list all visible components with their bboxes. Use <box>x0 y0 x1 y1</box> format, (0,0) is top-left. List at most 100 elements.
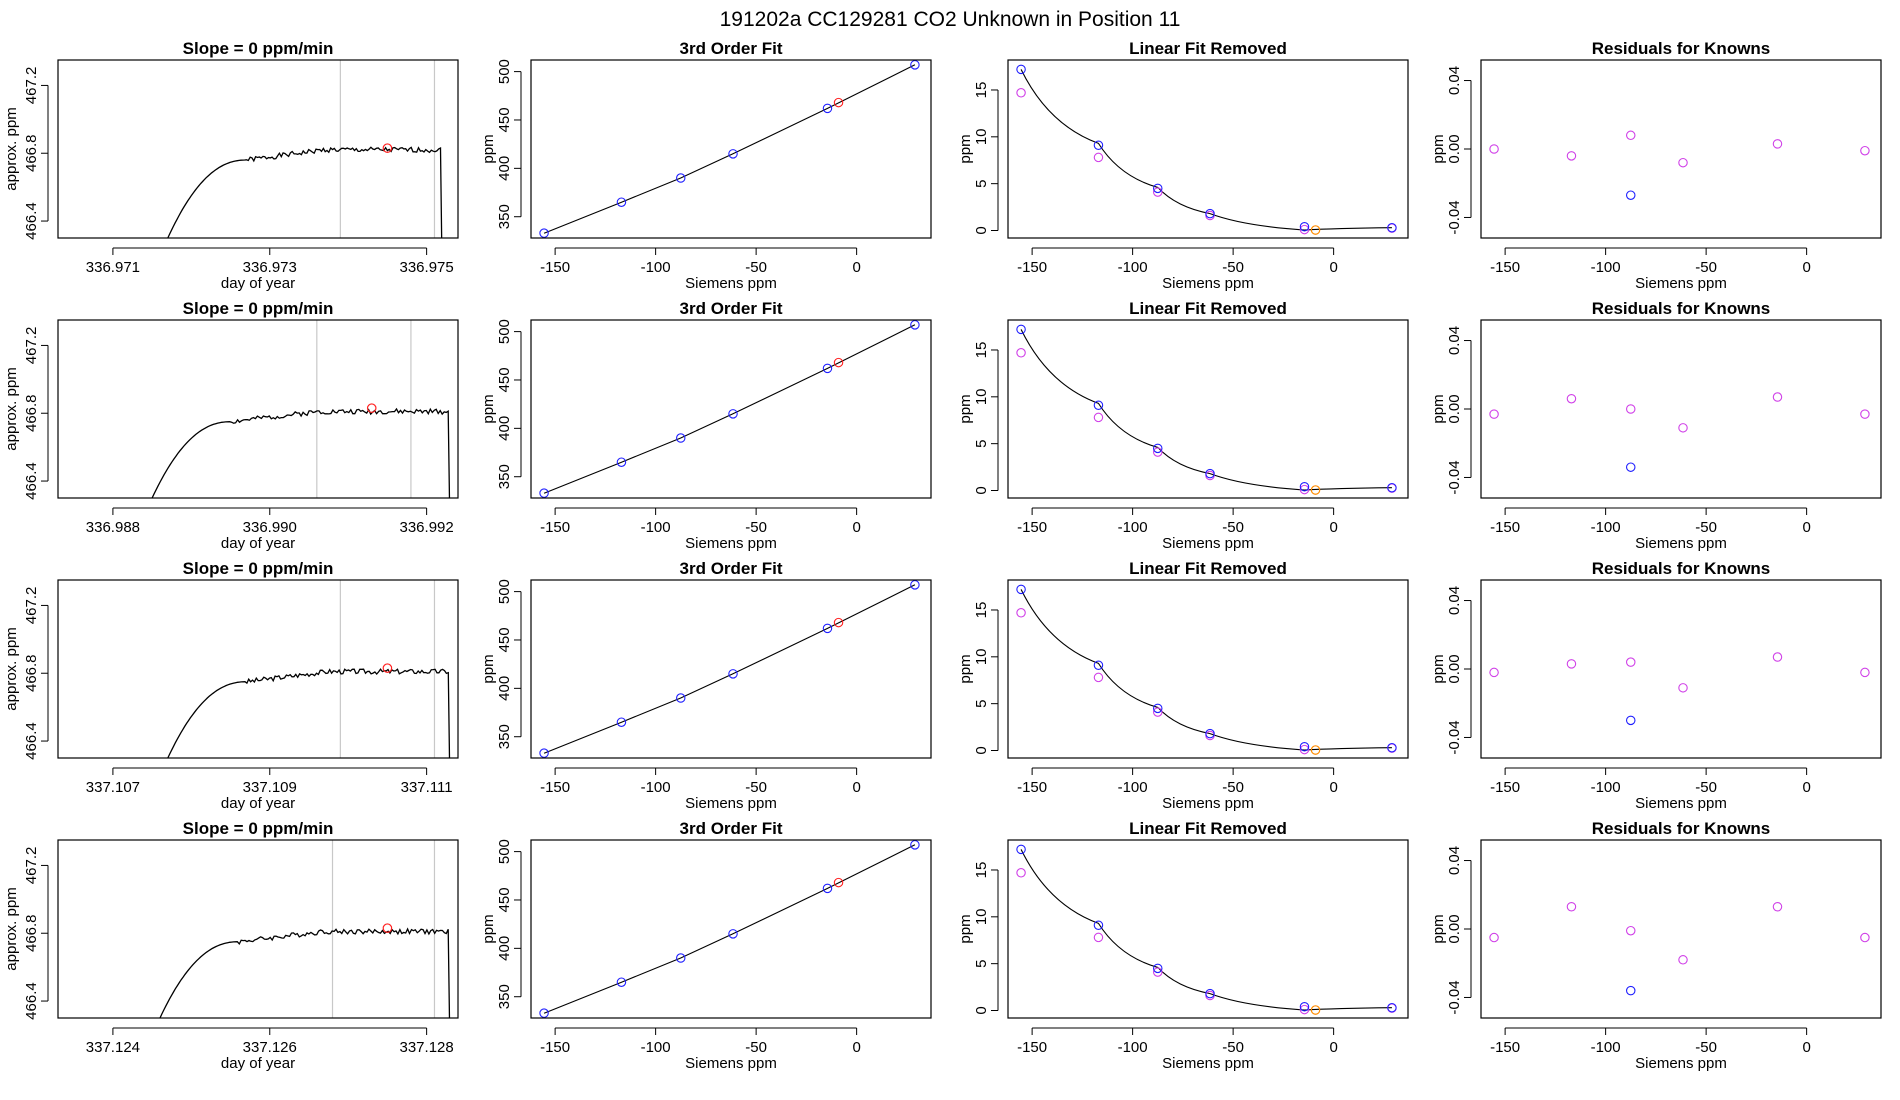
known-point <box>539 1008 549 1018</box>
x-axis-label: day of year <box>221 795 295 812</box>
y-tick-label: 15 <box>973 342 990 359</box>
known-point <box>1152 963 1163 974</box>
unknown-point <box>833 617 844 628</box>
known-point <box>1205 208 1215 219</box>
x-tick-label: 0 <box>1329 1039 1337 1056</box>
x-tick-label: -100 <box>641 259 671 276</box>
x-tick-label: -50 <box>745 519 767 536</box>
x-tick-label: 337.126 <box>243 1039 297 1056</box>
plot-area <box>539 320 920 498</box>
chart-panel: Residuals for Knowns -150 -100 -50 0 Siemens … <box>1430 559 1882 812</box>
residual-point <box>1489 409 1499 419</box>
known-point <box>822 363 833 374</box>
known-point <box>1299 742 1310 752</box>
x-tick-label: 337.111 <box>401 779 453 796</box>
x-tick-label: 336.990 <box>243 519 297 536</box>
chart-title: Linear Fit Removed <box>1129 299 1287 318</box>
x-axis-label: Siemens ppm <box>685 1055 777 1072</box>
y-axis-label: ppm <box>957 394 974 423</box>
plot-area <box>159 840 451 1018</box>
fit-curve <box>1020 589 1392 751</box>
known-point <box>822 883 833 894</box>
x-tick-label: -150 <box>1490 779 1520 796</box>
residual-point <box>1860 409 1870 419</box>
chart-title: Residuals for Knowns <box>1592 819 1771 838</box>
y-tick-label: 350 <box>496 204 513 229</box>
plot-area <box>539 60 920 238</box>
reference-point <box>1299 224 1310 235</box>
y-tick-label: 0.00 <box>1446 394 1463 423</box>
known-point <box>728 409 738 419</box>
x-axis-label: day of year <box>221 535 295 552</box>
x-axis-label: day of year <box>221 1055 295 1072</box>
x-tick-label: -100 <box>1118 259 1148 276</box>
x-tick-label: -150 <box>1490 1039 1520 1056</box>
y-tick-label: 5 <box>973 179 990 187</box>
x-tick-label: -150 <box>1490 519 1520 536</box>
x-tick-label: 0 <box>1802 1039 1810 1056</box>
x-tick-label: -50 <box>745 1039 767 1056</box>
plot-frame <box>530 319 932 499</box>
x-tick-label: 336.973 <box>243 259 297 276</box>
y-tick-label: 500 <box>496 59 513 84</box>
known-point <box>539 748 549 758</box>
y-tick-label: 0 <box>973 486 990 494</box>
y-tick-label: 450 <box>496 887 513 912</box>
chart-panel: Residuals for Knowns -150 -100 -50 0 Siemens … <box>1430 819 1882 1072</box>
y-tick-label: 467.2 <box>23 847 40 885</box>
y-tick-label: -0.04 <box>1446 200 1463 234</box>
y-tick-label: 0.00 <box>1446 914 1463 943</box>
known-point <box>1093 140 1104 151</box>
known-point <box>1205 988 1215 999</box>
reference-point <box>1152 967 1163 977</box>
x-axis-label: Siemens ppm <box>1162 275 1254 292</box>
y-tick-label: 15 <box>973 602 990 619</box>
reference-point <box>1016 868 1026 878</box>
y-tick-label: 466.8 <box>23 134 40 172</box>
chart-title: Slope = 0 ppm/min <box>183 819 334 838</box>
chart-panel: Linear Fit Removed -150 -100 -50 0 Siemens pp… <box>957 299 1409 552</box>
residual-point-highlight <box>1625 462 1636 472</box>
x-tick-label: -100 <box>1591 259 1621 276</box>
residual-point <box>1678 683 1688 693</box>
unknown-point <box>1310 1005 1321 1015</box>
y-tick-label: 0 <box>973 226 990 234</box>
x-tick-label: -50 <box>1222 259 1244 276</box>
known-point <box>1387 742 1397 753</box>
y-tick-label: -0.04 <box>1446 720 1463 754</box>
residual-point-highlight <box>1625 985 1636 996</box>
sample-marker <box>382 923 393 933</box>
concentration-trace <box>167 668 451 758</box>
reference-point <box>1205 990 1215 1001</box>
known-point <box>616 197 627 207</box>
y-tick-label: 10 <box>973 128 990 145</box>
chart-panel: 3rd Order Fit -150 -100 -50 0 Siemens ppm 350 4… <box>480 559 932 812</box>
x-tick-label: -50 <box>1695 1039 1717 1056</box>
residual-point <box>1566 659 1577 669</box>
y-tick-label: 350 <box>496 464 513 489</box>
fit-curve <box>1020 849 1392 1011</box>
x-tick-label: -100 <box>641 779 671 796</box>
residual-point <box>1566 393 1577 404</box>
y-tick-label: 5 <box>973 959 990 967</box>
x-axis-label: Siemens ppm <box>1635 275 1727 292</box>
y-tick-label: 0 <box>973 1006 990 1014</box>
residual-point <box>1678 423 1688 433</box>
x-tick-label: -150 <box>1017 259 1047 276</box>
x-tick-label: -50 <box>1695 259 1717 276</box>
known-point <box>1205 468 1215 479</box>
plot-frame <box>530 839 932 1019</box>
plot-frame <box>1480 319 1882 499</box>
plot-area <box>167 580 451 758</box>
x-tick-label: 0 <box>1329 779 1337 796</box>
concentration-trace <box>159 927 451 1018</box>
unknown-point <box>1310 485 1321 495</box>
y-tick-label: 466.8 <box>23 654 40 692</box>
concentration-trace <box>167 146 443 238</box>
y-tick-label: -0.04 <box>1446 460 1463 494</box>
reference-point <box>1205 470 1215 481</box>
chart-title: Slope = 0 ppm/min <box>183 39 334 58</box>
chart-title: Residuals for Knowns <box>1592 39 1771 58</box>
known-point <box>822 623 833 634</box>
reference-point <box>1152 187 1163 197</box>
